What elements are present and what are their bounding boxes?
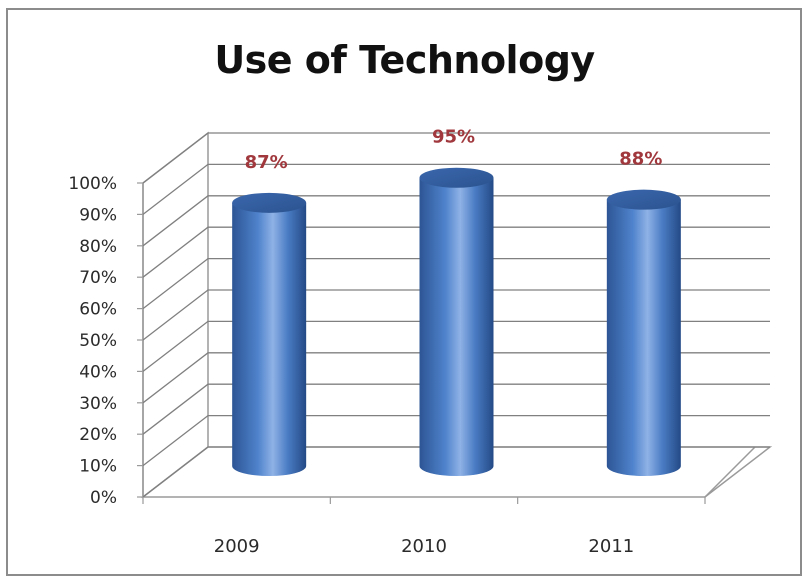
bar-top (232, 192, 307, 213)
gridline (142, 163, 770, 215)
y-tick-label: 40% (79, 362, 117, 382)
bar-body (606, 199, 681, 477)
y-tick-label: 30% (79, 394, 117, 414)
y-tick-label: 50% (79, 331, 117, 351)
bars (232, 167, 681, 477)
y-tick-label: 70% (79, 268, 117, 288)
y-tick-label: 0% (90, 488, 117, 508)
data-label: 95% (432, 127, 475, 148)
floor-edge (704, 446, 756, 498)
gridline (142, 195, 770, 247)
data-label: 88% (619, 149, 662, 170)
x-category-label: 2011 (588, 536, 634, 557)
y-tick-label: 10% (79, 457, 117, 477)
gridline (142, 132, 770, 184)
gridline (142, 414, 770, 467)
x-axis-categories: 2009 2010 2011 (142, 497, 706, 557)
y-tick-label: 60% (79, 300, 117, 320)
gridline (142, 289, 770, 341)
gridlines (142, 132, 770, 498)
y-axis-ticks: 0% 10% 20% 30% 40% 50% 60% 70% 80% 90% 100% (68, 174, 143, 508)
y-tick-label: 90% (79, 205, 117, 225)
y-tick-label: 20% (79, 425, 117, 445)
bar-top (419, 167, 494, 188)
gridline (142, 352, 770, 404)
gridline (142, 446, 770, 498)
gridline (142, 257, 770, 310)
data-label: 87% (245, 152, 288, 173)
bar-2011 (606, 189, 681, 477)
data-labels: 87% 95% 88% (245, 127, 663, 173)
bar-body (419, 177, 494, 477)
bar-2009 (232, 192, 307, 476)
gridline (142, 320, 770, 372)
gridline (142, 383, 770, 435)
bar-body (232, 202, 307, 476)
x-category-label: 2010 (401, 536, 447, 557)
bar-2010 (419, 167, 494, 477)
y-tick-label: 80% (79, 237, 117, 257)
bar-top (606, 189, 681, 210)
y-tick-label: 100% (68, 174, 117, 194)
gridline (142, 226, 770, 278)
x-category-label: 2009 (214, 536, 260, 557)
chart-title: Use of Technology (214, 38, 595, 82)
